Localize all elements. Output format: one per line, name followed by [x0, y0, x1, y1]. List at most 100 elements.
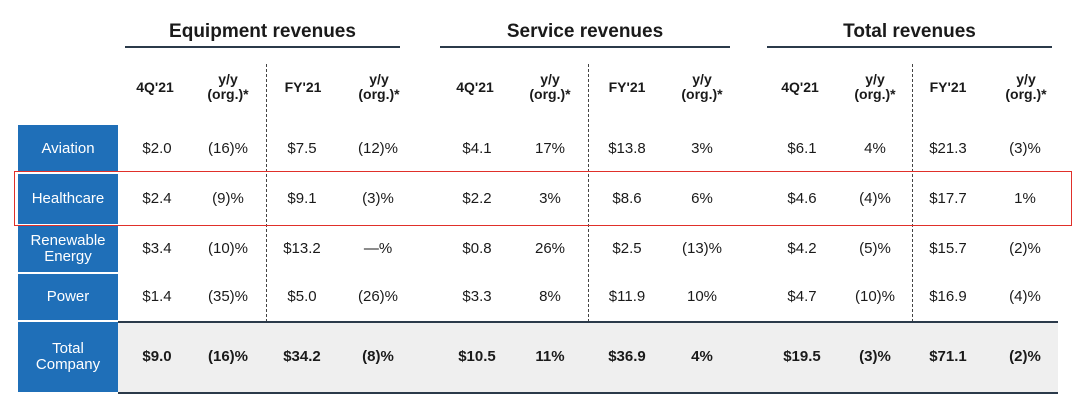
table-cell: $4.2	[787, 240, 817, 257]
table-cell: (16)%	[207, 140, 248, 157]
group-title-total: Total revenues	[843, 21, 976, 42]
table-cell: (10)%	[207, 240, 248, 257]
table-cell: $17.7	[929, 190, 967, 207]
table-cell: $13.8	[608, 140, 646, 157]
yoy-line2: (org.)*	[358, 86, 400, 102]
table-cell: 11%	[535, 348, 565, 365]
table-cell: —%	[363, 240, 393, 257]
group-underline-equipment	[125, 46, 400, 48]
table-cell: (3)%	[859, 348, 891, 365]
table-cell: $13.2	[283, 240, 321, 257]
col-header-4q: 4Q'21	[781, 79, 819, 95]
table-cell: 6%	[691, 190, 713, 207]
highlight-box-healthcare	[14, 171, 1072, 226]
table-cell: $3.4	[142, 240, 172, 257]
row-label-power: Power	[18, 274, 118, 320]
group-title-service: Service revenues	[506, 21, 664, 42]
table-cell: 10%	[686, 288, 718, 305]
table-cell: $7.5	[287, 140, 317, 157]
table-cell: $4.1	[462, 140, 492, 157]
col-header-fy: FY'21	[284, 79, 322, 95]
row-label-text: Aviation	[41, 139, 95, 157]
column-divider	[588, 64, 589, 392]
col-header-yoy: y/y (org.)*	[193, 72, 263, 102]
group-underline-total	[767, 46, 1052, 48]
group-underline-service	[440, 46, 730, 48]
yoy-line1: y/y	[218, 71, 238, 87]
yoy-line1: y/y	[692, 71, 712, 87]
col-header-4q: 4Q'21	[456, 79, 494, 95]
table-cell: (3)%	[362, 190, 394, 207]
table-cell: 8%	[539, 288, 561, 305]
table-cell: $1.4	[142, 288, 172, 305]
group-title-equipment: Equipment revenues	[169, 21, 356, 42]
table-cell: 4%	[691, 348, 713, 365]
col-header-yoy: y/y (org.)*	[838, 72, 912, 102]
table-cell: (3)%	[1009, 140, 1041, 157]
table-cell: (26)%	[357, 288, 398, 305]
table-cell: $4.6	[787, 190, 817, 207]
table-cell: $34.2	[283, 348, 321, 365]
table-cell: (9)%	[212, 190, 244, 207]
column-divider	[912, 64, 913, 392]
table-cell: $10.5	[458, 348, 496, 365]
table-cell: 26%	[534, 240, 566, 257]
row-label-healthcare: Healthcare	[18, 174, 118, 224]
col-header-yoy: y/y (org.)*	[343, 72, 415, 102]
col-header-4q: 4Q'21	[136, 79, 174, 95]
table-cell: $9.1	[287, 190, 317, 207]
table-cell: (8)%	[362, 348, 394, 365]
col-header-fy: FY'21	[929, 79, 967, 95]
yoy-line2: (org.)*	[1005, 86, 1047, 102]
yoy-line2: (org.)*	[854, 86, 896, 102]
table-cell: $6.1	[787, 140, 817, 157]
table-cell: (16)%	[207, 348, 248, 365]
table-cell: (12)%	[357, 140, 398, 157]
col-header-yoy: y/y (org.)*	[666, 72, 738, 102]
table-cell: $15.7	[929, 240, 967, 257]
table-cell: $2.4	[142, 190, 172, 207]
table-cell: $2.2	[462, 190, 492, 207]
row-label-text: Power	[46, 288, 90, 305]
row-label-renewable-energy: Renewable Energy	[18, 226, 118, 272]
table-cell: $71.1	[929, 348, 967, 365]
table-cell: (2)%	[1009, 240, 1041, 257]
yoy-line2: (org.)*	[529, 86, 571, 102]
row-label-text: Company	[35, 356, 101, 373]
table-cell: $2.0	[142, 140, 172, 157]
table-cell: (35)%	[207, 288, 248, 305]
total-row-bottom-rule	[118, 392, 1058, 394]
yoy-line1: y/y	[369, 71, 389, 87]
row-label-total-company: Total Company	[18, 322, 118, 392]
table-cell: $9.0	[142, 348, 172, 365]
total-row-background	[118, 322, 1058, 392]
yoy-line1: y/y	[865, 71, 885, 87]
table-cell: (10)%	[854, 288, 895, 305]
col-header-yoy: y/y (org.)*	[990, 72, 1062, 102]
table-cell: 3%	[691, 140, 713, 157]
table-cell: $21.3	[929, 140, 967, 157]
table-cell: $19.5	[783, 348, 821, 365]
col-header-yoy: y/y (org.)*	[513, 72, 587, 102]
table-cell: $8.6	[612, 190, 642, 207]
table-cell: 4%	[864, 140, 886, 157]
table-cell: $2.5	[612, 240, 642, 257]
yoy-line2: (org.)*	[681, 86, 723, 102]
table-cell: $11.9	[608, 288, 646, 305]
yoy-line2: (org.)*	[207, 86, 249, 102]
table-cell: (13)%	[681, 240, 722, 257]
table-cell: (2)%	[1009, 348, 1041, 365]
table-cell: $36.9	[608, 348, 646, 365]
table-cell: (5)%	[859, 240, 891, 257]
table-cell: (4)%	[1009, 288, 1041, 305]
table-cell: $16.9	[929, 288, 967, 305]
table-cell: 3%	[539, 190, 561, 207]
table-cell: 1%	[1014, 190, 1036, 207]
table-cell: $3.3	[462, 288, 492, 305]
row-label-text: Energy	[44, 248, 92, 265]
col-header-fy: FY'21	[608, 79, 646, 95]
row-label-aviation: Aviation	[18, 125, 118, 172]
table-cell: 17%	[534, 140, 566, 157]
total-row-top-rule	[118, 321, 1058, 323]
yoy-line1: y/y	[1016, 71, 1036, 87]
